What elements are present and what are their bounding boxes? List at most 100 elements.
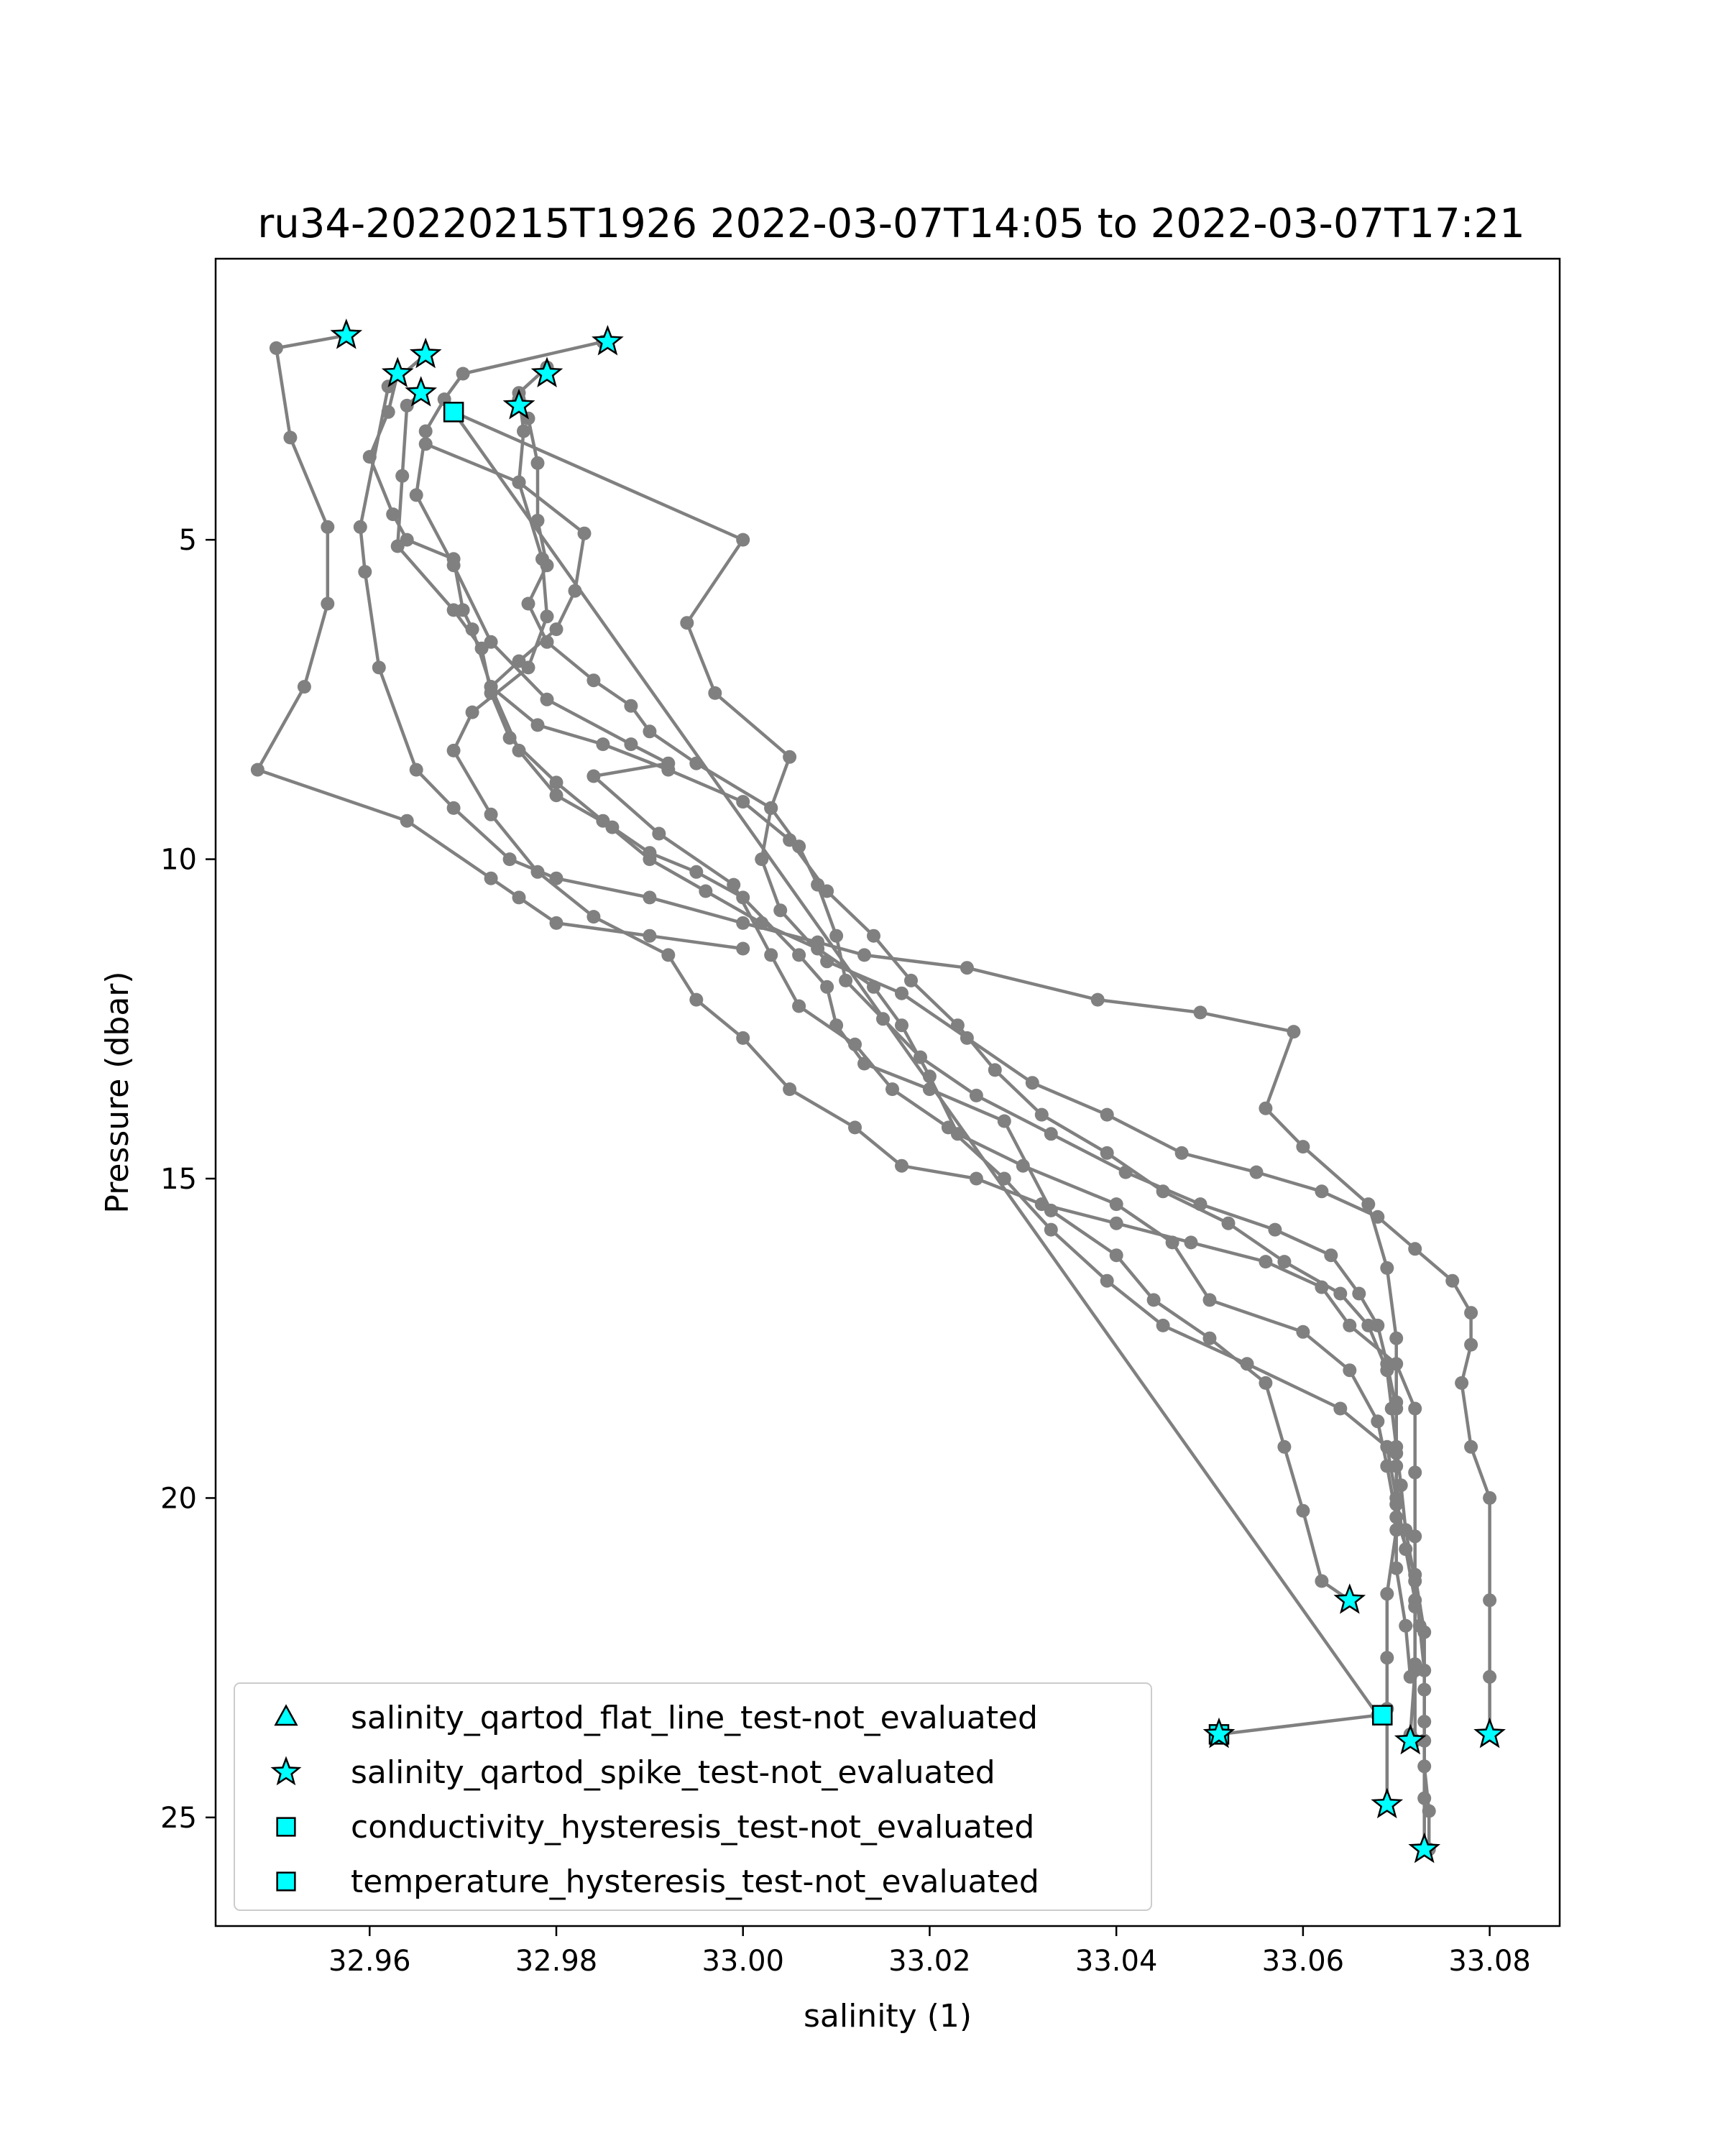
legend-item: salinity_qartod_spike_test-not_evaluated: [270, 1754, 995, 1791]
data-point: [643, 852, 657, 867]
data-point: [596, 737, 610, 752]
data-point: [549, 788, 564, 803]
flag-marker-star: [1408, 1832, 1441, 1864]
data-point: [680, 616, 694, 630]
data-point: [386, 507, 400, 522]
data-point: [1352, 1286, 1366, 1301]
data-point: [1408, 1242, 1422, 1256]
data-point: [1315, 1184, 1329, 1199]
profile-series: [418, 437, 1436, 1856]
data-point: [1389, 1331, 1404, 1345]
profile-line: [359, 353, 1398, 1805]
data-point: [446, 801, 461, 815]
data-point: [395, 469, 410, 483]
data-point: [792, 948, 806, 962]
data-point: [409, 488, 423, 502]
legend-item: conductivity_hysteresis_test-not_evaluat…: [276, 1809, 1034, 1846]
data-point: [1394, 1478, 1408, 1493]
data-point: [1371, 1210, 1385, 1224]
data-point: [517, 424, 530, 438]
x-tick-label: 32.98: [515, 1945, 598, 1978]
data-point: [530, 718, 545, 732]
data-point: [1343, 1318, 1357, 1332]
data-point: [484, 807, 498, 821]
data-point: [736, 795, 750, 809]
legend-item: salinity_qartod_flat_line_test-not_evalu…: [274, 1700, 1038, 1736]
data-point: [1445, 1273, 1460, 1288]
data-point: [1361, 1318, 1376, 1332]
data-point: [596, 814, 610, 828]
data-point: [1399, 1523, 1413, 1537]
data-point: [502, 731, 517, 745]
data-point: [661, 763, 676, 777]
data-point: [1464, 1337, 1478, 1352]
profile-line: [425, 442, 1431, 1850]
profile-line: [452, 410, 1380, 1736]
data-point: [512, 654, 526, 668]
data-point: [969, 1088, 983, 1102]
data-point: [1483, 1593, 1497, 1608]
data-point: [512, 890, 526, 905]
data-point: [297, 680, 311, 694]
data-point: [1296, 1140, 1310, 1154]
data-point: [549, 622, 564, 637]
legend-marker-square: [276, 1817, 296, 1837]
profile-series: [409, 335, 1422, 1748]
data-point: [1044, 1127, 1058, 1141]
data-point: [1412, 1618, 1427, 1633]
data-point: [1417, 1663, 1432, 1677]
data-point: [1464, 1306, 1478, 1320]
legend-marker-square: [276, 1871, 296, 1892]
flag-marker-star: [381, 356, 414, 388]
legend-label: salinity_qartod_spike_test-not_evaluated: [351, 1754, 995, 1791]
data-point: [1343, 1363, 1357, 1378]
data-point: [857, 948, 871, 962]
x-axis-ticks: 32.96 32.98 33.00 33.02 33.04 33.06 33.08: [328, 1926, 1531, 1978]
data-point: [1361, 1197, 1376, 1212]
legend-marker-triangle: [274, 1704, 298, 1726]
data-point: [1174, 1146, 1189, 1160]
data-point: [1389, 1561, 1404, 1575]
legend-frame: [234, 1682, 1152, 1911]
data-point: [1025, 1076, 1039, 1090]
data-point: [783, 1082, 797, 1097]
data-point: [372, 660, 386, 675]
data-point: [848, 1037, 862, 1051]
x-tick-label: 33.04: [1075, 1945, 1158, 1978]
data-point: [764, 801, 778, 815]
data-point: [1249, 1165, 1264, 1179]
data-point: [269, 341, 283, 355]
data-point: [736, 533, 750, 547]
profiles-layer: [250, 328, 1497, 1856]
data-point: [418, 437, 433, 451]
data-point: [1109, 1216, 1123, 1230]
data-point: [549, 775, 564, 790]
data-point: [988, 1063, 1002, 1077]
legend-item: temperature_hysteresis_test-not_evaluate…: [276, 1864, 1039, 1900]
data-point: [1380, 1261, 1394, 1275]
data-point: [1483, 1669, 1497, 1684]
flag-marker-square: [1372, 1705, 1393, 1726]
flag-marker-star: [409, 337, 442, 369]
profile-line: [256, 333, 744, 951]
data-point: [1333, 1286, 1348, 1301]
data-point: [1100, 1273, 1114, 1288]
legend-label: temperature_hysteresis_test-not_evaluate…: [351, 1864, 1039, 1900]
flag-marker-star: [1202, 1717, 1236, 1749]
data-point: [1184, 1235, 1198, 1250]
flag-marker-star: [1333, 1583, 1366, 1614]
data-point: [783, 833, 797, 847]
data-point: [1240, 1357, 1254, 1371]
legend-marker-star: [270, 1756, 302, 1786]
data-point: [624, 737, 638, 752]
data-point: [773, 903, 788, 918]
data-point: [1324, 1248, 1338, 1263]
data-point: [1408, 1401, 1422, 1416]
data-point: [321, 520, 335, 534]
profile-series: [353, 347, 1404, 1812]
flag-marker-star: [405, 376, 438, 407]
data-point: [446, 743, 461, 757]
data-point: [1277, 1439, 1292, 1454]
data-point: [1296, 1325, 1310, 1339]
